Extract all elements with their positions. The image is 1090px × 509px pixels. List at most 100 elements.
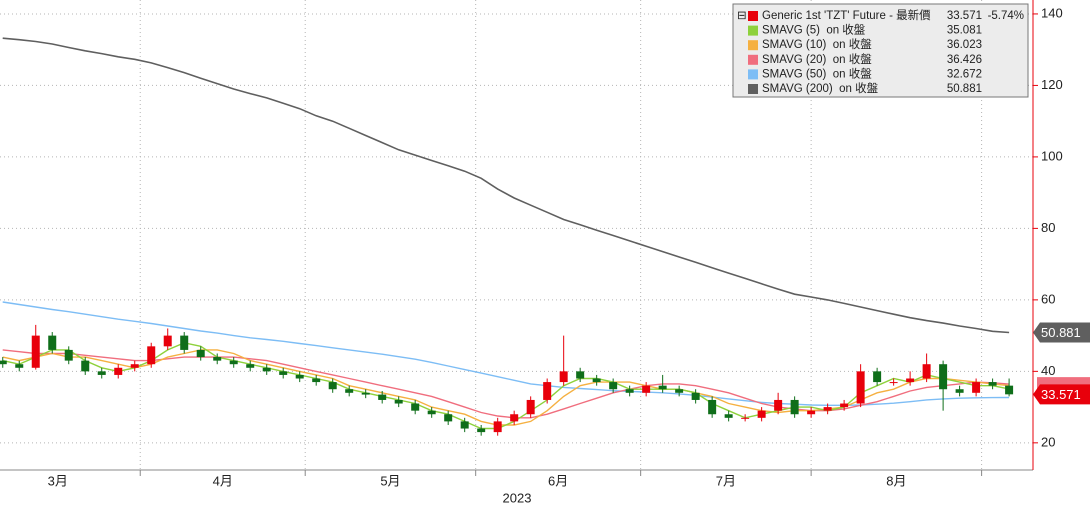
- candle-body: [889, 382, 898, 384]
- y-tick-label: 80: [1041, 220, 1055, 235]
- candle-body: [790, 399, 799, 415]
- candle-body: [972, 382, 981, 393]
- legend: ⊟ Generic 1st 'TZT' Future - 最新價 33.571 -5.…: [732, 3, 1029, 98]
- candle-body: [625, 389, 634, 393]
- legend-swatch: [748, 25, 758, 36]
- candle-body: [295, 374, 304, 379]
- candle-body: [147, 346, 156, 365]
- y-tick-label: 60: [1041, 291, 1055, 306]
- candle-body: [460, 421, 469, 429]
- legend-value: 36.426: [947, 54, 982, 66]
- x-tick-label: 3月: [48, 473, 68, 488]
- candle-body: [840, 403, 849, 408]
- legend-box: [732, 3, 1029, 98]
- candle-body: [823, 407, 832, 411]
- candle-body: [724, 414, 733, 418]
- candle-body: [427, 410, 436, 415]
- candle-body: [955, 389, 964, 393]
- legend-value: 35.081: [947, 25, 982, 37]
- candle-body: [180, 335, 189, 350]
- legend-label: Generic 1st 'TZT' Future - 最新價: [762, 8, 931, 22]
- candle-body: [31, 335, 40, 368]
- last-price-tag-bg: [1033, 384, 1090, 405]
- ma-line: [2, 349, 1010, 419]
- legend-label: SMAVG (50) on 收盤: [762, 66, 872, 80]
- legend-swatch: [748, 84, 758, 94]
- candle-body: [510, 414, 519, 422]
- candle-body: [922, 364, 931, 379]
- x-axis-title: 2023: [503, 490, 532, 505]
- legend-value: 32.672: [947, 68, 982, 80]
- candle-body: [0, 360, 7, 365]
- legend-swatch: [748, 11, 758, 21]
- candle-body: [64, 349, 73, 361]
- legend-label: SMAVG (200) on 收盤: [762, 81, 879, 95]
- candle-body: [988, 382, 997, 386]
- x-tick-label: 7月: [716, 473, 736, 488]
- candle-body: [592, 378, 601, 383]
- candle-body: [163, 335, 172, 347]
- candle-body: [1005, 385, 1014, 395]
- legend-value: 33.571: [947, 10, 982, 22]
- y-tick-label: 140: [1041, 5, 1063, 20]
- candle-body: [658, 385, 667, 390]
- y-tick-label: 20: [1041, 434, 1055, 449]
- candle-body: [246, 364, 255, 368]
- candle-body: [477, 428, 486, 433]
- candle-body: [15, 364, 24, 368]
- candle-body: [526, 399, 535, 415]
- legend-collapse: ⊟: [737, 10, 747, 22]
- candle-body: [279, 371, 288, 375]
- candle-body: [114, 367, 123, 375]
- last-price-tag: 33.571: [1041, 387, 1081, 402]
- last-value-tag: 50.881: [1041, 325, 1081, 340]
- y-tick-label: 120: [1041, 77, 1063, 92]
- candle-body: [576, 371, 585, 379]
- candle-body: [48, 335, 57, 350]
- candle-body: [444, 414, 453, 422]
- candle-body: [213, 357, 222, 361]
- candle-body: [906, 378, 915, 383]
- legend-swatch: [748, 40, 758, 51]
- candle-body: [97, 371, 106, 375]
- last-value-tag-bg: [1033, 322, 1090, 343]
- candle-body: [361, 392, 370, 395]
- candle-body: [757, 410, 766, 418]
- candle-body: [394, 399, 403, 404]
- legend-value: 50.881: [947, 83, 982, 95]
- candle-body: [411, 403, 420, 411]
- ma-line: [2, 37, 1010, 334]
- legend-label: SMAVG (10) on 收盤: [762, 37, 872, 51]
- candle-body: [312, 378, 321, 383]
- x-tick-label: 6月: [548, 473, 568, 488]
- candle-body: [81, 360, 90, 372]
- candle-body: [609, 382, 618, 390]
- legend-label: SMAVG (20) on 收盤: [762, 52, 872, 66]
- legend-swatch: [748, 54, 758, 65]
- candle-body: [807, 410, 816, 415]
- y-tick-label: 100: [1041, 148, 1063, 163]
- candle-body: [774, 399, 783, 411]
- candle-body: [328, 382, 337, 390]
- candle-body: [345, 389, 354, 393]
- candle-body: [856, 371, 865, 404]
- x-tick-label: 5月: [380, 473, 400, 488]
- candle-body: [262, 367, 271, 372]
- legend-swatch: [748, 69, 758, 80]
- candle-body: [378, 394, 387, 400]
- candle-body: [939, 364, 948, 390]
- ma-line: [2, 342, 1010, 430]
- candle-body: [559, 371, 568, 383]
- candle-body: [229, 360, 238, 365]
- legend-change: -5.74%: [988, 10, 1024, 22]
- candle-body: [642, 385, 651, 393]
- candle-body: [196, 349, 205, 358]
- y-tick-label: 40: [1041, 363, 1055, 378]
- x-tick-label: 8月: [886, 473, 906, 488]
- legend-label: SMAVG (5) on 收盤: [762, 23, 866, 37]
- candle-body: [873, 371, 882, 383]
- candle-body: [708, 399, 717, 415]
- candle-body: [130, 364, 139, 368]
- candle-body: [691, 392, 700, 400]
